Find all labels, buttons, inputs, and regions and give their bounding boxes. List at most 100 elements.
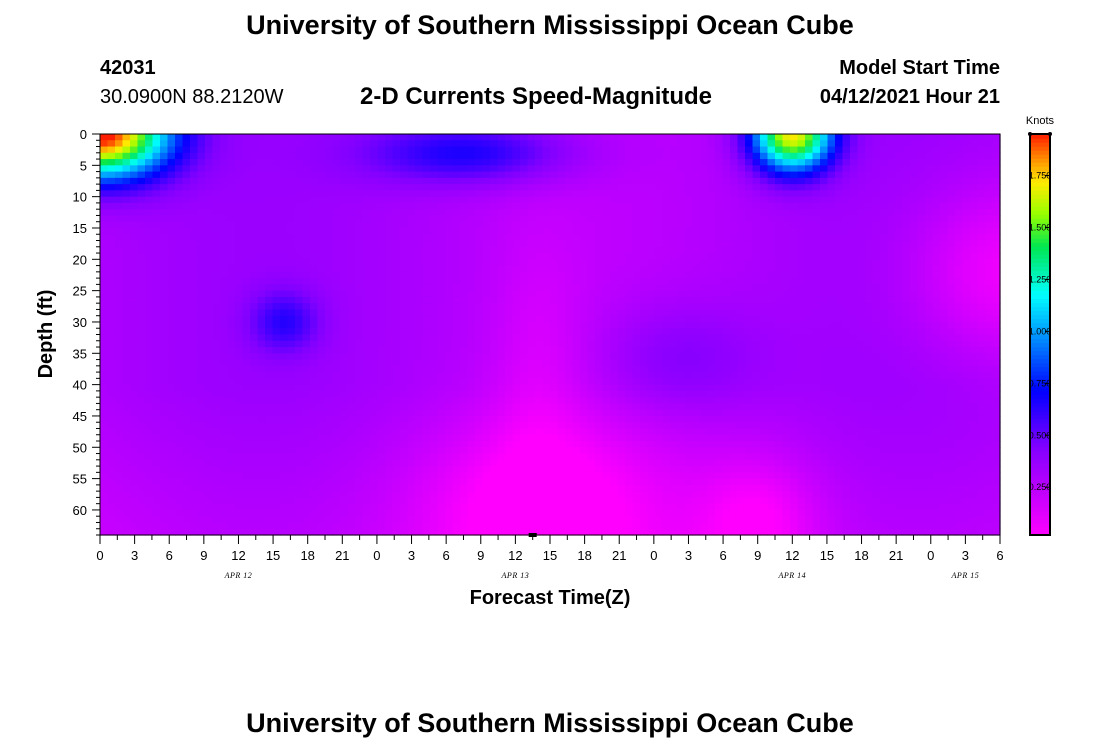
heatmap-cell	[797, 278, 806, 285]
heatmap-cell	[152, 271, 161, 279]
heatmap-cell	[302, 309, 311, 317]
heatmap-cell	[700, 347, 709, 354]
heatmap-cell	[557, 290, 566, 298]
heatmap-cell	[220, 196, 229, 204]
heatmap-cell	[932, 240, 941, 248]
heatmap-cell	[745, 347, 754, 354]
heatmap-cell	[587, 365, 596, 373]
heatmap-cell	[377, 347, 386, 354]
heatmap-cell	[340, 315, 349, 323]
heatmap-cell	[505, 253, 514, 260]
heatmap-cell	[790, 184, 799, 191]
heatmap-cell	[632, 265, 641, 273]
heatmap-cell	[737, 221, 746, 229]
heatmap-cell	[655, 259, 664, 267]
heatmap-cell	[655, 202, 664, 210]
heatmap-cell	[880, 347, 889, 354]
heatmap-cell	[550, 340, 559, 348]
heatmap-cell	[370, 328, 379, 336]
heatmap-cell	[835, 365, 844, 373]
heatmap-cell	[122, 140, 131, 148]
heatmap-cell	[985, 359, 994, 367]
heatmap-cell	[707, 196, 716, 204]
heatmap-cell	[932, 171, 941, 179]
heatmap-cell	[227, 209, 236, 217]
heatmap-cell	[730, 234, 739, 242]
heatmap-cell	[925, 290, 934, 298]
heatmap-cell	[955, 365, 964, 373]
heatmap-cell	[752, 290, 761, 298]
heatmap-cell	[152, 296, 161, 304]
heatmap-cell	[707, 221, 716, 229]
heatmap-cell	[850, 303, 859, 311]
heatmap-cell	[167, 321, 176, 329]
heatmap-cell	[692, 296, 701, 304]
heatmap-cell	[137, 177, 146, 185]
heatmap-cell	[595, 365, 604, 373]
heatmap-cell	[685, 384, 694, 392]
heatmap-cell	[992, 177, 1001, 185]
heatmap-cell	[790, 284, 799, 292]
heatmap-cell	[850, 334, 859, 342]
heatmap-cell	[325, 234, 334, 242]
heatmap-cell	[287, 303, 296, 311]
heatmap-cell	[527, 328, 536, 336]
heatmap-cell	[700, 240, 709, 248]
heatmap-cell	[700, 152, 709, 160]
heatmap-cell	[655, 271, 664, 279]
heatmap-cell	[370, 390, 379, 398]
heatmap-cell	[895, 221, 904, 229]
heatmap-cell	[400, 140, 409, 148]
heatmap-cell	[182, 227, 191, 235]
heatmap-cell	[460, 152, 469, 160]
heatmap-cell	[550, 353, 559, 361]
heatmap-cell	[535, 359, 544, 367]
heatmap-cell	[775, 315, 784, 323]
heatmap-cell	[572, 140, 581, 148]
heatmap-cell	[272, 321, 281, 329]
heatmap-cell	[760, 384, 769, 392]
heatmap-cell	[430, 196, 439, 204]
heatmap-cell	[497, 278, 506, 285]
heatmap-cell	[910, 347, 919, 354]
heatmap-cell	[287, 177, 296, 185]
heatmap-cell	[497, 227, 506, 235]
heatmap-cell	[137, 227, 146, 235]
heatmap-cell	[647, 140, 656, 148]
heatmap-cell	[985, 140, 994, 148]
heatmap-cell	[280, 246, 289, 254]
heatmap-cell	[377, 165, 386, 173]
heatmap-cell	[497, 328, 506, 336]
heatmap-cell	[955, 171, 964, 179]
heatmap-cell	[587, 246, 596, 254]
heatmap-cell	[347, 365, 356, 373]
heatmap-cell	[497, 159, 506, 166]
heatmap-cell	[445, 309, 454, 317]
heatmap-cell	[280, 134, 289, 141]
heatmap-cell	[460, 140, 469, 148]
heatmap-cell	[332, 259, 341, 267]
heatmap-cell	[527, 165, 536, 173]
heatmap-cell	[137, 353, 146, 361]
heatmap-cell	[205, 265, 214, 273]
heatmap-cell	[925, 190, 934, 198]
heatmap-cell	[475, 215, 484, 223]
heatmap-cell	[227, 378, 236, 386]
heatmap-cell	[790, 152, 799, 160]
heatmap-cell	[625, 390, 634, 398]
heatmap-cell	[280, 334, 289, 342]
heatmap-cell	[602, 227, 611, 235]
heatmap-cell	[527, 290, 536, 298]
heatmap-cell	[340, 227, 349, 235]
heatmap-cell	[385, 184, 394, 191]
heatmap-cell	[332, 196, 341, 204]
heatmap-cell	[257, 347, 266, 354]
heatmap-cell	[190, 372, 199, 379]
heatmap-cell	[392, 253, 401, 260]
heatmap-cell	[910, 190, 919, 198]
heatmap-cell	[355, 359, 364, 367]
heatmap-cell	[152, 240, 161, 248]
heatmap-cell	[347, 303, 356, 311]
heatmap-cell	[767, 159, 776, 166]
heatmap-cell	[610, 315, 619, 323]
